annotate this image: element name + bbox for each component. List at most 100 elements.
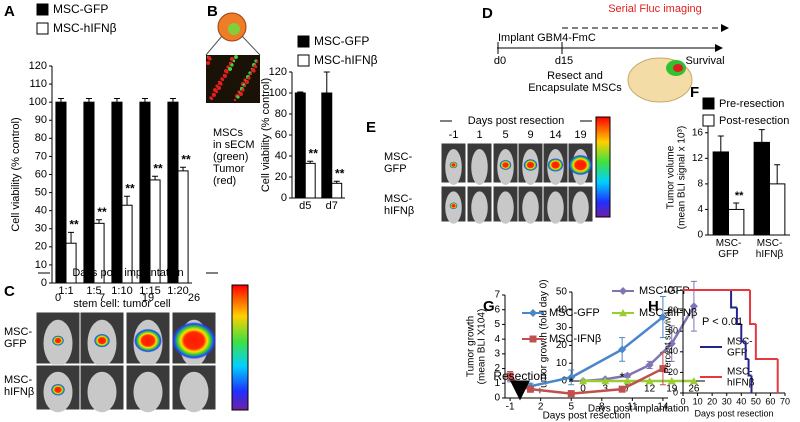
bar bbox=[753, 141, 770, 236]
signal bbox=[51, 383, 65, 396]
y-tick-label: 5 bbox=[494, 319, 500, 330]
day-label: 14 bbox=[549, 129, 561, 141]
cell bbox=[221, 78, 225, 82]
x-tick-label: 3 bbox=[602, 384, 608, 395]
cell bbox=[232, 59, 236, 63]
x-tick-label: 60 bbox=[765, 396, 775, 406]
y-tick-label: 0 bbox=[561, 376, 567, 387]
y-tick-label: 120 bbox=[29, 60, 47, 72]
error-bar bbox=[297, 91, 304, 93]
x-tick-label: 50 bbox=[751, 396, 761, 406]
day-label: 0 bbox=[55, 292, 61, 304]
significance: ** bbox=[181, 152, 191, 166]
day-label: 26 bbox=[188, 292, 200, 304]
x-axis-label: Days post resection bbox=[543, 411, 631, 422]
image-title: Days post implantation bbox=[72, 267, 183, 279]
caption: MSCs in sECM (green) Tumor (red) bbox=[213, 127, 255, 187]
point bbox=[618, 345, 627, 354]
survival-step bbox=[730, 290, 737, 309]
point bbox=[623, 377, 632, 385]
panel-label: C bbox=[4, 283, 15, 300]
legend-swatch bbox=[36, 3, 49, 16]
mouse-head bbox=[179, 371, 209, 413]
cell bbox=[249, 72, 253, 76]
point bbox=[645, 377, 654, 385]
legend-label: MSC-GFP bbox=[549, 307, 600, 319]
timeline-text: Survival bbox=[685, 55, 724, 67]
x-tick-label: 12 bbox=[644, 384, 656, 395]
cell bbox=[254, 65, 258, 69]
signal bbox=[449, 161, 458, 169]
tissue-core bbox=[228, 23, 240, 35]
error-bar bbox=[180, 166, 187, 171]
y-tick-label: 0 bbox=[673, 387, 678, 397]
x-tick-label: 10 bbox=[693, 396, 703, 406]
signal bbox=[547, 158, 564, 172]
signal bbox=[449, 202, 458, 210]
error-bar bbox=[141, 98, 148, 103]
point bbox=[659, 365, 667, 373]
cell bbox=[215, 90, 219, 94]
error-bar bbox=[307, 160, 314, 164]
panel-label: B bbox=[207, 3, 218, 20]
error-bar bbox=[113, 98, 120, 103]
cell bbox=[212, 93, 216, 97]
error-bar bbox=[57, 98, 64, 103]
day-label: 19 bbox=[574, 129, 586, 141]
x-tick-label: -1 bbox=[506, 402, 515, 413]
cell bbox=[252, 69, 256, 73]
legend-label: Pre-resection bbox=[719, 98, 784, 110]
point bbox=[506, 372, 514, 380]
x-tick-label: d7 bbox=[326, 200, 338, 212]
y-tick-label: 20 bbox=[275, 171, 287, 183]
y-tick-label: 3 bbox=[494, 348, 500, 359]
significance: ** bbox=[153, 161, 163, 175]
y-tick-label: 80 bbox=[275, 108, 287, 120]
point bbox=[618, 385, 626, 393]
error-bar bbox=[96, 219, 103, 224]
legend-label: MSC-IFNβ bbox=[549, 333, 601, 345]
cell bbox=[239, 92, 243, 96]
point bbox=[579, 377, 588, 385]
error-bar bbox=[323, 71, 330, 93]
annotation: * bbox=[568, 374, 573, 389]
legend-swatch bbox=[36, 22, 49, 35]
y-tick-label: 7 bbox=[494, 290, 500, 301]
panel-label: A bbox=[4, 3, 15, 20]
error-bar bbox=[733, 202, 740, 210]
mouse-head bbox=[87, 371, 117, 413]
y-tick-label: 20 bbox=[35, 241, 47, 253]
x-tick-label: MSC-hIFNβ bbox=[756, 238, 784, 260]
error-bar bbox=[68, 231, 75, 244]
bar bbox=[304, 162, 316, 199]
mouse-head bbox=[471, 191, 488, 224]
point bbox=[567, 390, 575, 398]
x-tick-label: 20 bbox=[707, 396, 717, 406]
row-label: MSC-GFP bbox=[4, 326, 32, 350]
y-tick-label: 50 bbox=[556, 287, 568, 298]
cell bbox=[233, 98, 237, 102]
y-axis-label: Percent survival bbox=[662, 309, 672, 373]
x-tick-label: 1:10 bbox=[111, 285, 132, 297]
day-label: -1 bbox=[449, 129, 459, 141]
tumor-core bbox=[673, 64, 683, 72]
significance: ** bbox=[69, 218, 79, 232]
y-tick-label: 60 bbox=[35, 168, 47, 180]
signal bbox=[134, 328, 162, 353]
y-tick-label: 80 bbox=[35, 132, 47, 144]
y-tick-label: 50 bbox=[35, 186, 47, 198]
signal bbox=[172, 321, 216, 360]
bar bbox=[331, 182, 343, 199]
y-tick-label: 1 bbox=[494, 378, 500, 389]
survival-step bbox=[754, 323, 767, 361]
point bbox=[667, 377, 676, 385]
x-tick-label: 5 bbox=[568, 402, 574, 413]
cell bbox=[243, 84, 247, 88]
y-tick-label: 60 bbox=[275, 129, 287, 141]
legend-label: MSC-hIFNβ bbox=[53, 21, 117, 35]
y-tick-label: 40 bbox=[668, 346, 678, 356]
legend-label: MSC-GFP bbox=[639, 285, 690, 297]
timeline-text: Serial Fluc imaging bbox=[608, 3, 702, 15]
significance: ** bbox=[735, 190, 744, 202]
